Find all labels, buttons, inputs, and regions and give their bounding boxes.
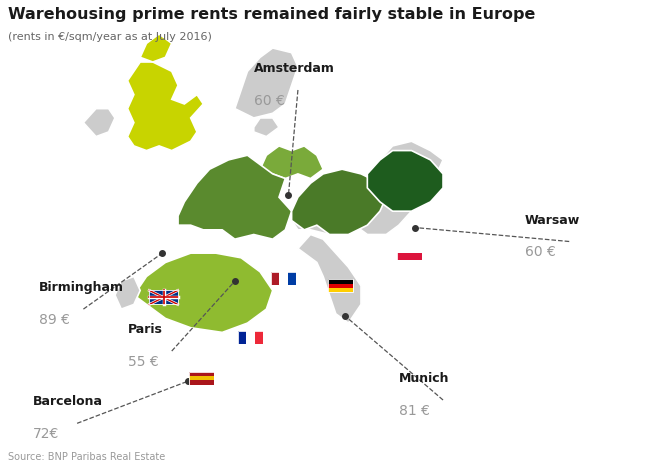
Bar	[288, 272, 296, 285]
Text: Warehousing prime rents remained fairly stable in Europe: Warehousing prime rents remained fairly …	[8, 7, 535, 22]
Polygon shape	[115, 276, 140, 309]
Point	[283, 191, 294, 199]
Bar	[189, 371, 214, 376]
Point	[157, 250, 168, 257]
Text: Barcelona: Barcelona	[33, 395, 103, 408]
Bar	[328, 279, 353, 284]
Bar	[397, 247, 422, 253]
Bar	[189, 380, 214, 385]
Bar	[238, 331, 246, 344]
Bar	[238, 331, 263, 344]
Polygon shape	[127, 62, 203, 151]
Polygon shape	[260, 146, 323, 179]
Polygon shape	[140, 34, 171, 62]
Text: 60 €: 60 €	[525, 245, 556, 259]
Text: Source: BNP Paribas Real Estate: Source: BNP Paribas Real Estate	[8, 452, 165, 462]
Point	[409, 224, 420, 231]
Bar	[328, 284, 353, 288]
Bar	[189, 376, 214, 380]
Polygon shape	[380, 141, 443, 179]
Polygon shape	[83, 109, 115, 136]
Bar	[271, 272, 296, 285]
Bar	[149, 290, 178, 304]
Polygon shape	[134, 253, 273, 333]
Bar	[149, 290, 178, 304]
Bar	[255, 331, 263, 344]
Polygon shape	[292, 169, 386, 234]
Text: Paris: Paris	[127, 323, 162, 336]
Polygon shape	[254, 118, 279, 136]
Text: Munich: Munich	[399, 372, 449, 385]
Bar	[397, 253, 422, 260]
Text: 60 €: 60 €	[254, 94, 284, 108]
Bar	[246, 331, 255, 344]
Polygon shape	[178, 155, 292, 239]
Bar	[279, 272, 288, 285]
Bar	[328, 279, 353, 292]
Text: 55 €: 55 €	[127, 355, 158, 369]
Text: (rents in €/sqm/year as at July 2016): (rents in €/sqm/year as at July 2016)	[8, 32, 212, 42]
Polygon shape	[367, 151, 443, 211]
Bar	[189, 371, 214, 385]
Polygon shape	[298, 234, 361, 323]
Text: 89 €: 89 €	[39, 313, 70, 327]
Polygon shape	[292, 206, 361, 234]
Polygon shape	[355, 188, 411, 234]
Bar	[328, 288, 353, 292]
Text: 72€: 72€	[33, 427, 59, 441]
Text: Birmingham: Birmingham	[39, 281, 124, 294]
Polygon shape	[235, 48, 298, 118]
Bar	[397, 247, 422, 260]
Bar	[271, 272, 279, 285]
Point	[182, 378, 193, 385]
Point	[340, 312, 350, 320]
Point	[229, 277, 240, 285]
Text: Amsterdam: Amsterdam	[254, 62, 334, 75]
Text: Warsaw: Warsaw	[525, 213, 580, 227]
Text: 81 €: 81 €	[399, 404, 430, 418]
